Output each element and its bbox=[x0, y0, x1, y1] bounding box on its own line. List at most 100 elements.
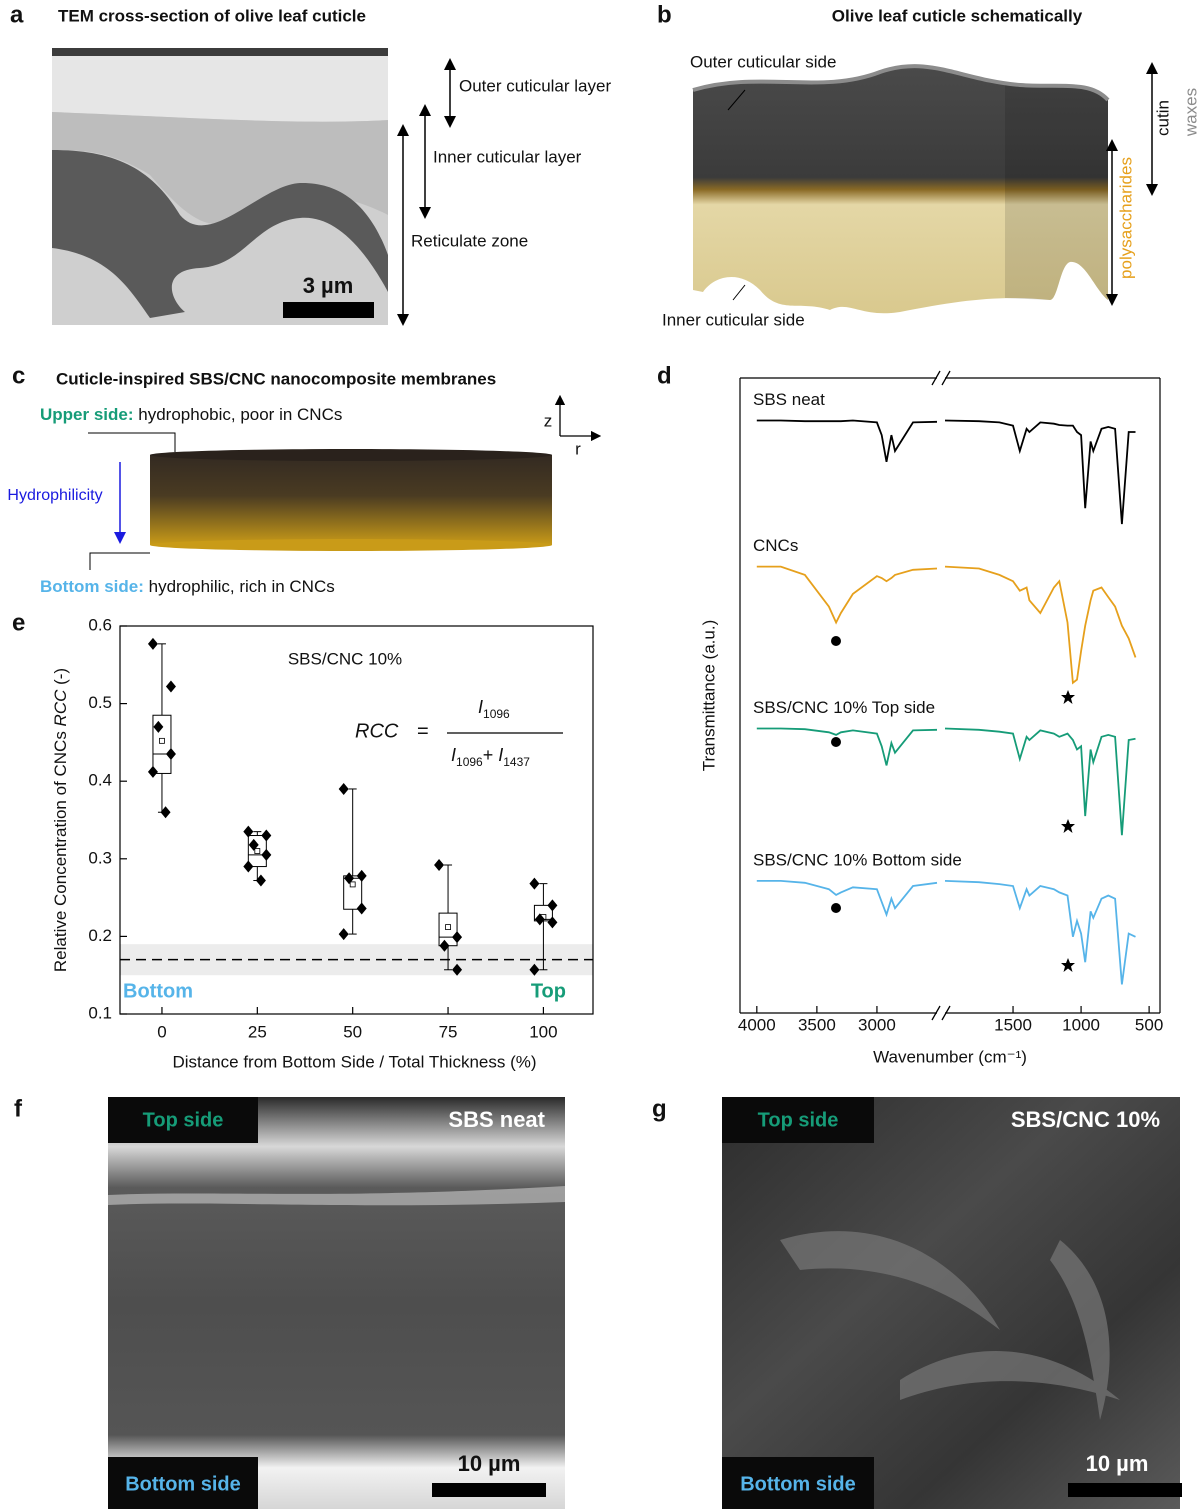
data-point bbox=[356, 869, 367, 882]
data-point bbox=[255, 874, 266, 887]
subscript: 1096 bbox=[456, 755, 483, 769]
data-point bbox=[160, 806, 171, 819]
panel-c: c Cuticle-inspired SBS/CNC nanocomposite… bbox=[7, 362, 602, 596]
panel-g: g Top side SBS/CNC 10% Bottom side 10 µm bbox=[652, 1095, 1182, 1509]
label-box bbox=[722, 1097, 874, 1143]
bottom-label: Bottom side bbox=[125, 1473, 241, 1495]
data-point bbox=[165, 748, 176, 761]
y-tick-label: 0.4 bbox=[88, 771, 112, 790]
symbol: I bbox=[478, 697, 483, 717]
data-point bbox=[529, 877, 540, 890]
spectrum-line bbox=[944, 727, 1136, 836]
block-face bbox=[1005, 85, 1108, 300]
layer-label: Outer cuticular layer bbox=[459, 76, 611, 95]
data-point bbox=[434, 859, 445, 872]
side-label: Inner cuticular side bbox=[662, 310, 805, 329]
spectrum-line bbox=[756, 419, 938, 462]
panel-letter: f bbox=[14, 1095, 23, 1122]
panel-f: f Top side SBS neat Bottom side 10 µm bbox=[14, 1095, 565, 1509]
side-label: Upper side: hydrophobic, poor in CNCs bbox=[40, 405, 342, 424]
spectrum-line bbox=[944, 880, 1136, 985]
data-point bbox=[534, 913, 545, 926]
y-tick-label: 0.1 bbox=[88, 1003, 112, 1022]
membrane-top bbox=[150, 449, 552, 461]
data-point bbox=[153, 720, 164, 733]
axis-break bbox=[931, 370, 941, 386]
y-tick-label: 0.6 bbox=[88, 615, 112, 634]
data-point bbox=[338, 782, 349, 795]
data-point bbox=[147, 637, 158, 650]
x-tick-label: 3000 bbox=[858, 1015, 896, 1034]
band-marker bbox=[1061, 819, 1075, 833]
side-name: Upper side: bbox=[40, 405, 134, 424]
cuticle-block bbox=[693, 66, 1108, 314]
data-point bbox=[338, 928, 349, 941]
scale-label: 3 µm bbox=[303, 273, 354, 298]
mean bbox=[445, 924, 451, 930]
bottom-label: Bottom side bbox=[740, 1473, 856, 1495]
y-tick-label: 0.2 bbox=[88, 926, 112, 945]
wax-layer bbox=[692, 64, 1110, 102]
leader-line bbox=[732, 284, 746, 301]
sem-feature bbox=[780, 1231, 1120, 1420]
mean bbox=[159, 737, 165, 744]
x-axis-label: Wavenumber (cm⁻¹) bbox=[873, 1047, 1027, 1066]
data-point bbox=[147, 765, 158, 778]
spectrum-line bbox=[756, 727, 938, 766]
data-point bbox=[439, 939, 450, 952]
x-tick-label: 25 bbox=[248, 1022, 267, 1041]
tem-layer bbox=[52, 112, 388, 225]
label-box bbox=[108, 1457, 258, 1509]
y-tick-label: 0.5 bbox=[88, 693, 112, 712]
panel-title: Olive leaf cuticle schematically bbox=[832, 6, 1083, 25]
data-point bbox=[529, 963, 540, 976]
layer-label: cutin bbox=[1153, 100, 1172, 136]
data-point bbox=[344, 872, 355, 885]
x-tick-label: 75 bbox=[439, 1022, 458, 1041]
panel-letter: g bbox=[652, 1095, 667, 1122]
sem-image bbox=[108, 1097, 565, 1509]
y-axis-label-part: (-) bbox=[51, 668, 70, 690]
sample-label: SBS neat bbox=[448, 1107, 545, 1132]
layer-label: Inner cuticular layer bbox=[433, 147, 582, 166]
data-point bbox=[261, 848, 272, 861]
scale-bar bbox=[432, 1483, 546, 1497]
x-tick-label: 0 bbox=[157, 1022, 166, 1041]
x-tick-label: 4000 bbox=[738, 1015, 776, 1034]
panel-title: Cuticle-inspired SBS/CNC nanocomposite m… bbox=[56, 369, 496, 388]
top-label: Top side bbox=[758, 1109, 839, 1131]
top-label: Top side bbox=[143, 1109, 224, 1131]
side-text: hydrophilic, rich in CNCs bbox=[144, 577, 335, 596]
side-label: Bottom side: hydrophilic, rich in CNCs bbox=[40, 577, 335, 596]
band-marker bbox=[831, 737, 841, 747]
layer-label: polysaccharides bbox=[1116, 157, 1135, 279]
box bbox=[343, 875, 363, 910]
data-point bbox=[452, 931, 463, 944]
x-tick-label: 50 bbox=[343, 1022, 362, 1041]
y-axis-label: Relative Concentration of CNCs RCC (-) bbox=[51, 668, 70, 972]
panel-b: b Olive leaf cuticle schematically Outer… bbox=[657, 1, 1200, 329]
box bbox=[152, 714, 172, 774]
subscript: 1437 bbox=[503, 755, 530, 769]
tem-layer bbox=[52, 48, 388, 56]
series-label: CNCs bbox=[753, 536, 798, 555]
axis-label: z bbox=[544, 411, 553, 430]
data-point bbox=[243, 825, 254, 838]
gradient-label: Hydrophilicity bbox=[7, 487, 102, 504]
equation-lhs: RCC bbox=[355, 720, 399, 742]
label-box bbox=[108, 1097, 258, 1143]
data-point bbox=[452, 963, 463, 976]
sem-feature bbox=[108, 1186, 565, 1206]
end-label: Bottom bbox=[123, 980, 193, 1002]
subscript: 1096 bbox=[483, 707, 510, 721]
scale-bar bbox=[1068, 1483, 1182, 1497]
side-text: hydrophobic, poor in CNCs bbox=[134, 405, 343, 424]
spectrum-line bbox=[944, 565, 1137, 685]
y-tick-label: 0.3 bbox=[88, 848, 112, 867]
data-point bbox=[261, 829, 272, 842]
x-tick-label: 3500 bbox=[798, 1015, 836, 1034]
side-name: Bottom side: bbox=[40, 577, 144, 596]
panel-title: TEM cross-section of olive leaf cuticle bbox=[58, 6, 366, 25]
panel-d: d 4000 3500 3000 1500 1000 500 Wavenumber (cm⁻… bbox=[657, 362, 1163, 1066]
